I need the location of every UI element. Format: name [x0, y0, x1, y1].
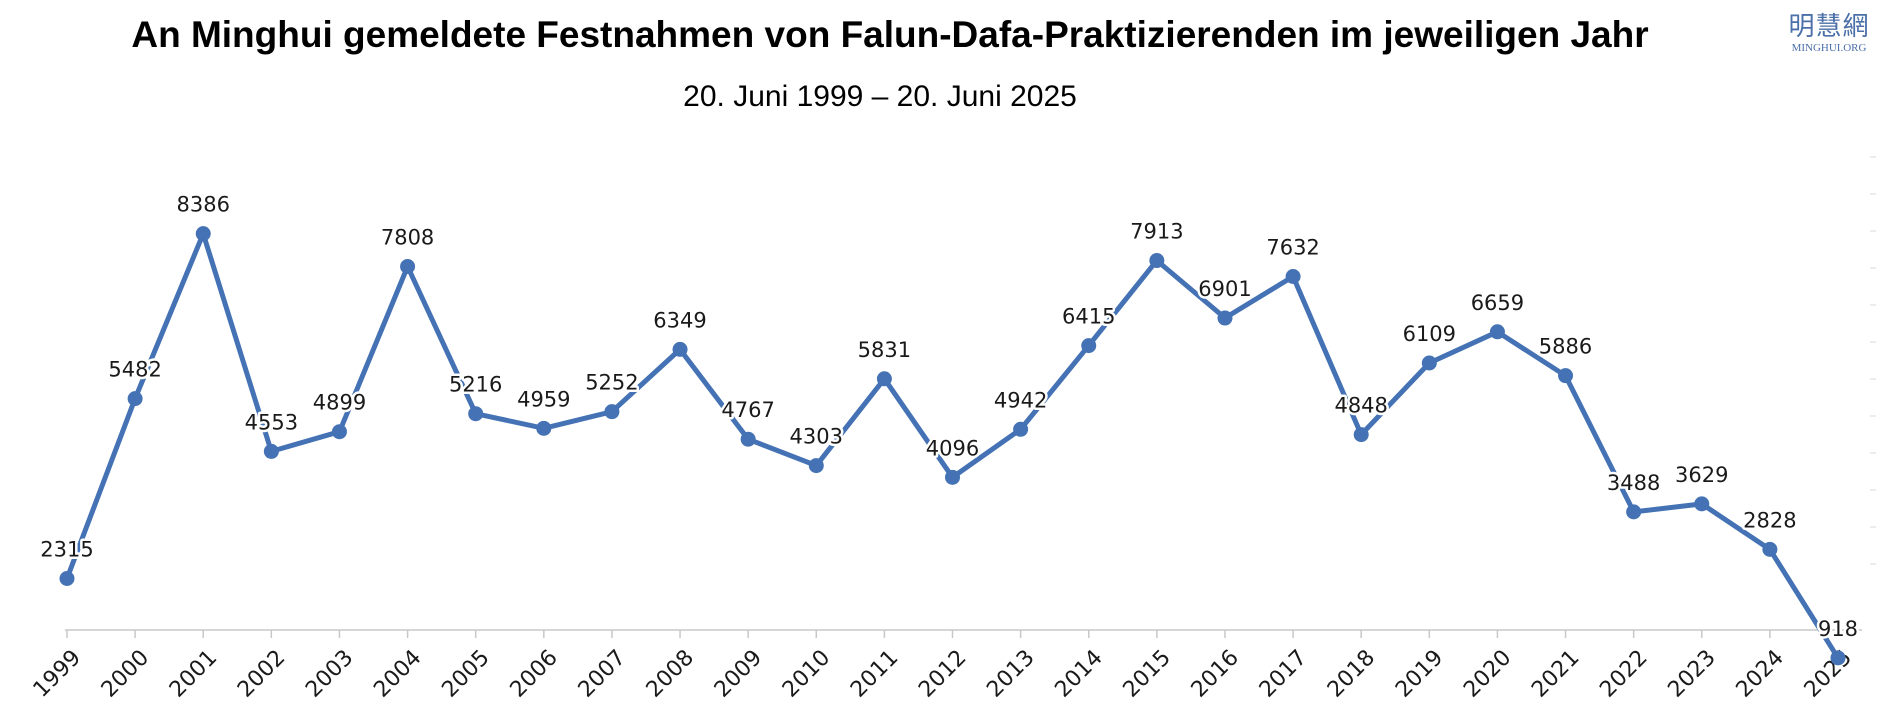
- data-label: 2315: [40, 538, 93, 562]
- data-point: [1285, 269, 1301, 285]
- data-point: [672, 341, 688, 357]
- x-tick-label: 2001: [165, 645, 222, 702]
- data-label: 8386: [177, 193, 230, 217]
- data-point: [1762, 541, 1778, 557]
- data-point: [1830, 650, 1846, 666]
- x-tick-label: 2006: [506, 645, 563, 702]
- data-label: 6109: [1403, 322, 1456, 346]
- data-label: 5252: [585, 371, 638, 395]
- x-tick-label: 2008: [642, 645, 699, 702]
- x-tick-label: 2023: [1663, 645, 1720, 702]
- data-point: [1626, 504, 1642, 520]
- x-tick-label: 2015: [1119, 645, 1176, 702]
- data-point: [195, 226, 211, 242]
- data-point: [263, 443, 279, 459]
- data-labels: 2315 5482 8386 4553 4899 7808 5216 4959 5252 6349…: [38, 190, 1861, 643]
- data-point: [331, 424, 347, 440]
- data-label: 3629: [1675, 463, 1728, 487]
- data-label: 6901: [1198, 277, 1251, 301]
- data-label: 4959: [517, 387, 570, 411]
- data-label: 7632: [1266, 236, 1319, 260]
- data-point: [468, 406, 484, 422]
- data-label: 4942: [994, 388, 1047, 412]
- x-tick-label: 2013: [982, 645, 1039, 702]
- x-tick-label: 2004: [369, 645, 426, 702]
- x-tick-label: 2020: [1459, 645, 1516, 702]
- data-point: [1013, 421, 1029, 437]
- data-point: [1489, 324, 1505, 340]
- x-tick-label: 2003: [301, 645, 358, 702]
- data-label: 5831: [858, 338, 911, 362]
- x-tick-label: 2000: [97, 645, 154, 702]
- x-tick-label: 2025: [1800, 645, 1857, 702]
- data-point: [808, 458, 824, 474]
- chart-subtitle: 20. Juni 1999 – 20. Juni 2025: [683, 80, 1077, 113]
- x-tick-label: 2010: [778, 645, 835, 702]
- x-tick-label: 2005: [437, 645, 494, 702]
- data-label: 2828: [1743, 508, 1796, 532]
- data-point: [59, 571, 75, 587]
- data-point: [740, 431, 756, 447]
- x-tick-label: 2024: [1732, 645, 1789, 702]
- logo-latin-text: MINGHUI.ORG: [1791, 42, 1867, 54]
- x-tick-label: 2021: [1527, 645, 1584, 702]
- data-label: 5482: [108, 358, 161, 382]
- data-point: [604, 404, 620, 420]
- x-tick-label: 2007: [574, 645, 631, 702]
- right-axis-ticks: [1870, 156, 1876, 565]
- data-label: 4096: [926, 436, 979, 460]
- data-label: 5886: [1539, 335, 1592, 359]
- x-tick-label: 2014: [1050, 645, 1107, 702]
- minghui-logo: 明慧網 MINGHUI.ORG: [1786, 12, 1872, 55]
- data-point: [1694, 496, 1710, 512]
- x-tick-label: 2019: [1391, 645, 1448, 702]
- data-label: 4767: [721, 398, 774, 422]
- data-point: [400, 259, 416, 275]
- data-label: 6415: [1062, 305, 1115, 329]
- data-point: [1558, 368, 1574, 384]
- x-tick-label: 2022: [1595, 645, 1652, 702]
- data-label: 4303: [790, 425, 843, 449]
- data-label: 4553: [245, 410, 298, 434]
- chart-title: An Minghui gemeldete Festnahmen von Falu…: [131, 14, 1649, 55]
- data-label: 6349: [653, 308, 706, 332]
- data-point: [127, 391, 143, 407]
- data-label: 4899: [313, 391, 366, 415]
- data-point: [1081, 338, 1097, 354]
- data-point: [876, 371, 892, 387]
- data-label: 7808: [381, 226, 434, 250]
- x-tick-label: 2002: [233, 645, 290, 702]
- x-tick-label: 2017: [1255, 645, 1312, 702]
- x-tick-label: 2009: [710, 645, 767, 702]
- data-label: 3488: [1607, 471, 1660, 495]
- x-axis: 1999 2000 2001 2002 2003 2004 2005 2006 2007 2008…: [29, 629, 1862, 703]
- data-point: [1149, 253, 1165, 269]
- data-point: [945, 469, 960, 485]
- x-tick-label: 2011: [846, 645, 903, 702]
- data-label: 7913: [1130, 220, 1183, 244]
- data-point: [1217, 310, 1233, 326]
- x-tick-label: 2016: [1187, 645, 1244, 702]
- data-label: 918: [1818, 617, 1858, 641]
- data-point: [536, 420, 552, 436]
- series-arrests: [59, 226, 1846, 666]
- logo-chinese-text: 明慧網: [1788, 12, 1870, 42]
- data-point: [1421, 355, 1437, 371]
- data-label: 4848: [1334, 394, 1387, 418]
- data-label: 5216: [449, 373, 502, 397]
- data-label: 6659: [1471, 291, 1524, 315]
- data-point: [1353, 427, 1369, 443]
- x-tick-label: 2012: [914, 645, 971, 702]
- x-tick-label: 1999: [29, 645, 86, 702]
- x-tick-label: 2018: [1323, 645, 1380, 702]
